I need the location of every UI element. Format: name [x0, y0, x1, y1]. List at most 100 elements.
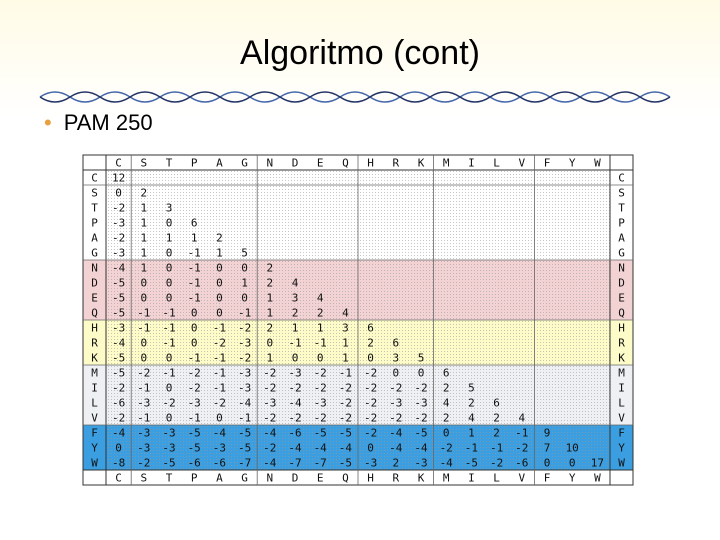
score-cell: 0 — [443, 427, 450, 440]
score-cell: -6 — [213, 457, 226, 470]
score-cell: -3 — [389, 397, 402, 410]
row-header: F — [91, 427, 98, 440]
score-cell: 1 — [166, 232, 173, 245]
score-cell: -1 — [188, 352, 201, 365]
row-header: P — [91, 217, 98, 230]
score-cell: 0 — [166, 262, 173, 275]
score-cell: -2 — [112, 202, 125, 215]
score-cell: 1 — [140, 202, 147, 215]
row-header: C — [91, 172, 98, 185]
row-header: E — [91, 292, 98, 305]
score-cell: -2 — [389, 412, 402, 425]
score-cell: 0 — [216, 307, 223, 320]
row-header-right: K — [618, 352, 625, 365]
score-cell: -5 — [414, 427, 427, 440]
score-cell: 6 — [493, 397, 500, 410]
score-cell: -5 — [162, 457, 175, 470]
score-cell: 0 — [191, 322, 198, 335]
score-cell: -5 — [112, 277, 125, 290]
score-cell: -1 — [465, 442, 478, 455]
score-cell: -3 — [238, 367, 251, 380]
row-header-right: P — [618, 217, 625, 230]
score-cell: 1 — [216, 247, 223, 260]
score-cell: 0 — [367, 352, 374, 365]
row-header-right: G — [618, 247, 625, 260]
column-footer: S — [140, 472, 147, 485]
score-cell: 2 — [266, 277, 273, 290]
score-cell: -1 — [137, 412, 150, 425]
row-header: N — [91, 262, 98, 275]
score-cell: -1 — [162, 367, 175, 380]
score-cell: -5 — [112, 307, 125, 320]
score-cell: -1 — [314, 337, 327, 350]
score-cell: -6 — [112, 397, 125, 410]
score-cell: -3 — [137, 442, 150, 455]
score-cell: 5 — [418, 352, 425, 365]
score-cell: -2 — [263, 367, 276, 380]
score-cell: -3 — [213, 442, 226, 455]
score-cell: -3 — [112, 247, 125, 260]
row-header-right: F — [618, 427, 625, 440]
score-cell: -2 — [188, 382, 201, 395]
score-cell: 0 — [241, 262, 248, 275]
score-cell: -3 — [314, 397, 327, 410]
row-header-right: T — [618, 202, 625, 215]
score-cell: -2 — [213, 397, 226, 410]
score-cell: -5 — [112, 352, 125, 365]
score-cell: -2 — [263, 412, 276, 425]
score-cell: -4 — [288, 397, 302, 410]
row-header-right: H — [618, 322, 625, 335]
score-cell: -2 — [137, 457, 150, 470]
score-cell: -5 — [465, 457, 478, 470]
bullet-item: • PAM 250 — [44, 110, 153, 135]
score-cell: -3 — [137, 397, 150, 410]
column-header: P — [191, 157, 198, 170]
score-cell: -1 — [137, 382, 150, 395]
column-header: M — [443, 157, 450, 170]
column-footer: C — [115, 472, 122, 485]
score-cell: 1 — [140, 217, 147, 230]
score-cell: -4 — [314, 442, 328, 455]
column-header: G — [241, 157, 248, 170]
column-footer: Q — [342, 472, 349, 485]
score-cell: -1 — [213, 322, 226, 335]
score-cell: -2 — [112, 232, 125, 245]
score-cell: 12 — [112, 172, 125, 185]
score-cell: -1 — [137, 322, 150, 335]
score-cell: -2 — [238, 352, 251, 365]
score-cell: -5 — [188, 427, 201, 440]
column-footer: A — [216, 472, 223, 485]
score-cell: -4 — [213, 427, 227, 440]
score-cell: 4 — [317, 292, 324, 305]
column-header: C — [115, 157, 122, 170]
column-header: Q — [342, 157, 349, 170]
row-header-right: L — [618, 397, 625, 410]
row-header-right: V — [618, 412, 625, 425]
score-cell: -2 — [364, 427, 377, 440]
score-cell: -1 — [188, 412, 201, 425]
row-header: I — [91, 382, 98, 395]
column-header: N — [266, 157, 273, 170]
score-cell: -4 — [288, 442, 302, 455]
score-cell: -5 — [339, 457, 352, 470]
score-cell: -2 — [339, 382, 352, 395]
score-cell: -2 — [112, 382, 125, 395]
column-footer: E — [317, 472, 324, 485]
score-cell: 2 — [367, 337, 374, 350]
score-cell: 0 — [216, 412, 223, 425]
score-cell: 0 — [241, 292, 248, 305]
score-cell: 0 — [317, 352, 324, 365]
column-footer: Y — [569, 472, 576, 485]
score-cell: -3 — [162, 442, 175, 455]
score-cell: 0 — [140, 292, 147, 305]
score-cell: 0 — [418, 367, 425, 380]
score-cell: 4 — [292, 277, 299, 290]
score-cell: 2 — [292, 307, 299, 320]
column-header: S — [140, 157, 147, 170]
score-cell: -1 — [188, 262, 201, 275]
row-header-right: M — [618, 367, 625, 380]
score-cell: -5 — [112, 292, 125, 305]
score-cell: -2 — [263, 442, 276, 455]
row-header: W — [91, 457, 98, 470]
score-cell: 0 — [140, 337, 147, 350]
